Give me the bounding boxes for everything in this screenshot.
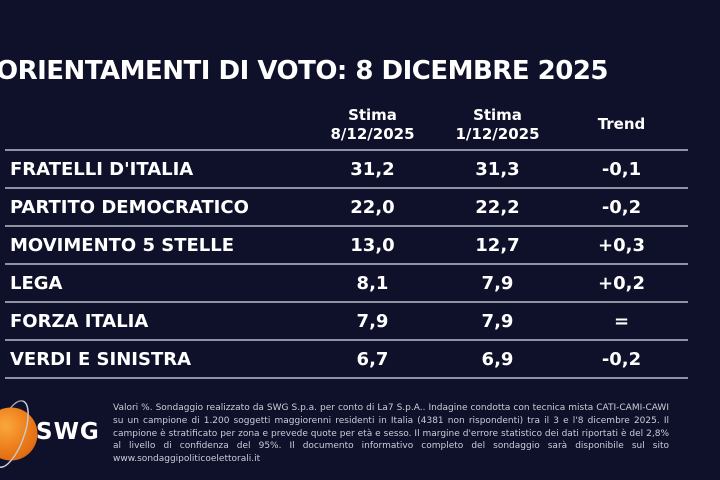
table-row: FORZA ITALIA 7,9 7,9 =: [5, 303, 688, 341]
party-name: PARTITO DEMOCRATICO: [10, 196, 249, 218]
table-row: VERDI E SINISTRA 6,7 6,9 -0,2: [5, 341, 688, 379]
table-row: LEGA 8,1 7,9 +0,2: [5, 265, 688, 303]
stima-current-value: 22,0: [350, 196, 395, 218]
table-row: PARTITO DEMOCRATICO 22,0 22,2 -0,2: [5, 189, 688, 227]
party-name: LEGA: [10, 272, 63, 294]
stima-previous-value: 7,9: [481, 272, 514, 294]
trend-value: -0,2: [601, 196, 642, 218]
page-title: ORIENTAMENTI DI VOTO: 8 DICEMBRE 2025: [0, 56, 609, 86]
header-trend: Trend: [597, 115, 646, 133]
poll-table: Stima 8/12/2025 Stima 1/12/2025 Trend FRAT…: [5, 100, 688, 379]
table-header-row: Stima 8/12/2025 Stima 1/12/2025 Trend: [5, 100, 688, 151]
trend-value: =: [613, 310, 630, 332]
stima-current-value: 31,2: [350, 158, 395, 180]
party-name: FORZA ITALIA: [10, 310, 149, 332]
party-name: MOVIMENTO 5 STELLE: [10, 234, 235, 256]
trend-value: +0,3: [598, 234, 645, 256]
stima-previous-value: 6,9: [481, 348, 514, 370]
header-stima-current-line1: Stima: [348, 105, 397, 124]
table-row: MOVIMENTO 5 STELLE 13,0 12,7 +0,3: [5, 227, 688, 265]
header-stima-current-line2: 8/12/2025: [330, 124, 415, 143]
header-stima-current: Stima 8/12/2025: [305, 106, 440, 144]
trend-value: -0,1: [601, 158, 642, 180]
stima-previous-value: 12,7: [475, 234, 520, 256]
table-body: FRATELLI D'ITALIA 31,2 31,3 -0,1 PARTITO DEM…: [5, 151, 688, 379]
swg-logo-icon: [0, 400, 38, 468]
stima-previous-value: 31,3: [475, 158, 520, 180]
header-stima-previous-line1: Stima: [473, 105, 522, 124]
stima-current-value: 6,7: [356, 348, 389, 370]
swg-logo-text: SWG: [36, 419, 100, 445]
stima-previous-value: 7,9: [481, 310, 514, 332]
trend-value: +0,2: [598, 272, 645, 294]
stima-current-value: 7,9: [356, 310, 389, 332]
party-name: VERDI E SINISTRA: [10, 348, 192, 370]
stima-current-value: 13,0: [350, 234, 395, 256]
header-stima-previous: Stima 1/12/2025: [440, 106, 555, 144]
header-stima-previous-line2: 1/12/2025: [455, 124, 540, 143]
party-name: FRATELLI D'ITALIA: [10, 158, 194, 180]
table-row: FRATELLI D'ITALIA 31,2 31,3 -0,1: [5, 151, 688, 189]
methodology-disclaimer: Valori %. Sondaggio realizzato da SWG S.…: [113, 403, 669, 465]
stima-current-value: 8,1: [356, 272, 389, 294]
trend-value: -0,2: [601, 348, 642, 370]
stima-previous-value: 22,2: [475, 196, 520, 218]
